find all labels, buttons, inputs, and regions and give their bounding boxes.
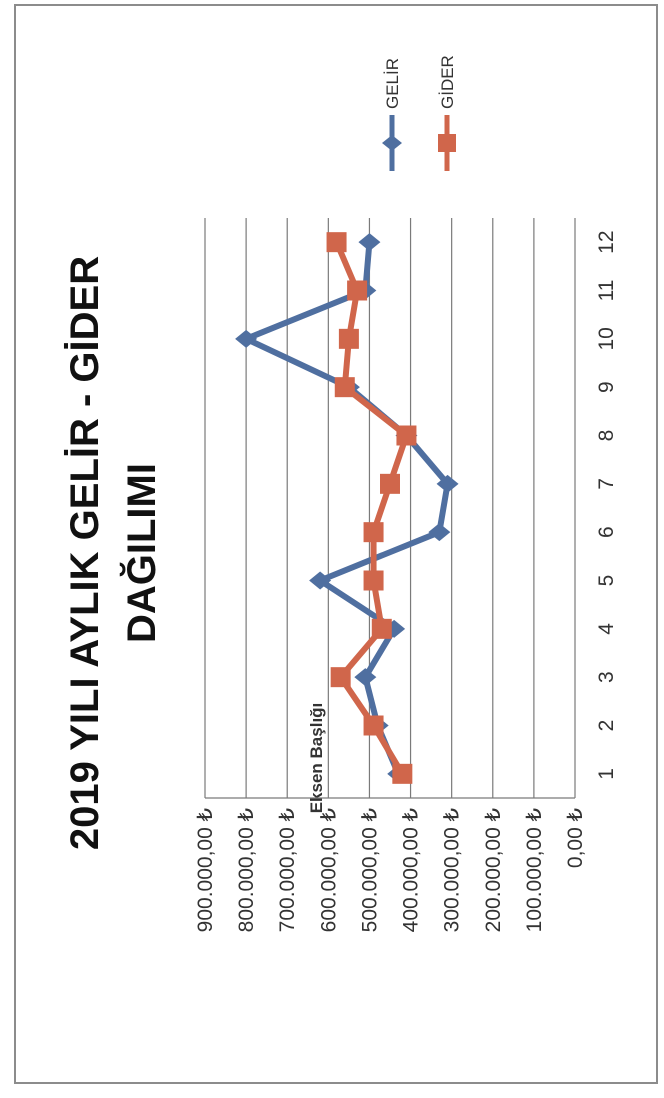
y-tick-label: 200.000,00 ₺ <box>482 808 505 932</box>
y-tick-label: 500.000,00 ₺ <box>358 808 381 932</box>
x-tick-label: 8 <box>595 430 618 442</box>
series-line <box>243 241 451 776</box>
legend-label: GELİR <box>383 58 402 109</box>
data-point <box>358 233 381 252</box>
legend-marker <box>382 135 402 151</box>
chart-title-line2: DAĞILIMI <box>118 463 164 643</box>
x-tick-label: 9 <box>595 381 618 393</box>
data-point <box>235 329 258 348</box>
legend-marker <box>438 134 456 152</box>
data-point <box>380 473 400 494</box>
data-point <box>330 667 351 688</box>
data-point <box>436 474 459 493</box>
x-tick-label: 7 <box>595 478 618 490</box>
y-tick-label: 100.000,00 ₺ <box>523 808 546 932</box>
y-tick-label: 0,00 ₺ <box>564 808 587 868</box>
x-tick-label: 2 <box>595 720 618 732</box>
data-point <box>396 425 417 446</box>
data-point <box>309 571 332 590</box>
series-lines <box>235 232 459 784</box>
data-point <box>326 232 347 253</box>
data-point <box>354 668 377 687</box>
legend-label: GİDER <box>438 55 457 109</box>
data-point <box>347 280 368 301</box>
y-tick-label: 800.000,00 ₺ <box>235 808 258 932</box>
data-point <box>334 377 355 398</box>
y-tick-label: 300.000,00 ₺ <box>441 808 464 932</box>
x-tick-label: 10 <box>595 327 618 350</box>
y-tick-label: 900.000,00 ₺ <box>194 808 217 932</box>
data-point <box>428 523 451 542</box>
data-point <box>363 570 384 591</box>
data-point <box>338 328 359 349</box>
x-tick-label: 5 <box>595 575 618 587</box>
y-tick-label: 600.000,00 ₺ <box>317 808 340 932</box>
x-tick-label: 12 <box>595 230 618 253</box>
x-tick-label: 3 <box>595 671 618 683</box>
y-axis-title: Eksen Başlığı <box>307 703 326 814</box>
data-point <box>363 715 384 736</box>
x-tick-label: 6 <box>595 526 618 538</box>
gridlines <box>204 218 576 799</box>
data-point <box>392 763 413 784</box>
data-point <box>371 618 392 639</box>
y-tick-label: 400.000,00 ₺ <box>400 808 423 932</box>
x-tick-label: 1 <box>595 768 618 780</box>
x-tick-label: 4 <box>595 623 618 635</box>
chart-title-line1: 2019 YILI AYLIK GELİR - GİDER <box>63 256 107 850</box>
y-tick-label: 700.000,00 ₺ <box>276 808 299 932</box>
legend: GELİR GİDER <box>382 55 457 171</box>
y-tick-labels: 0,00 ₺ 100.000,00 ₺ 200.000,00 ₺ 300.000,00… <box>194 808 587 932</box>
x-tick-label: 11 <box>595 280 618 302</box>
data-point <box>363 522 384 543</box>
chart-frame <box>14 4 658 1084</box>
